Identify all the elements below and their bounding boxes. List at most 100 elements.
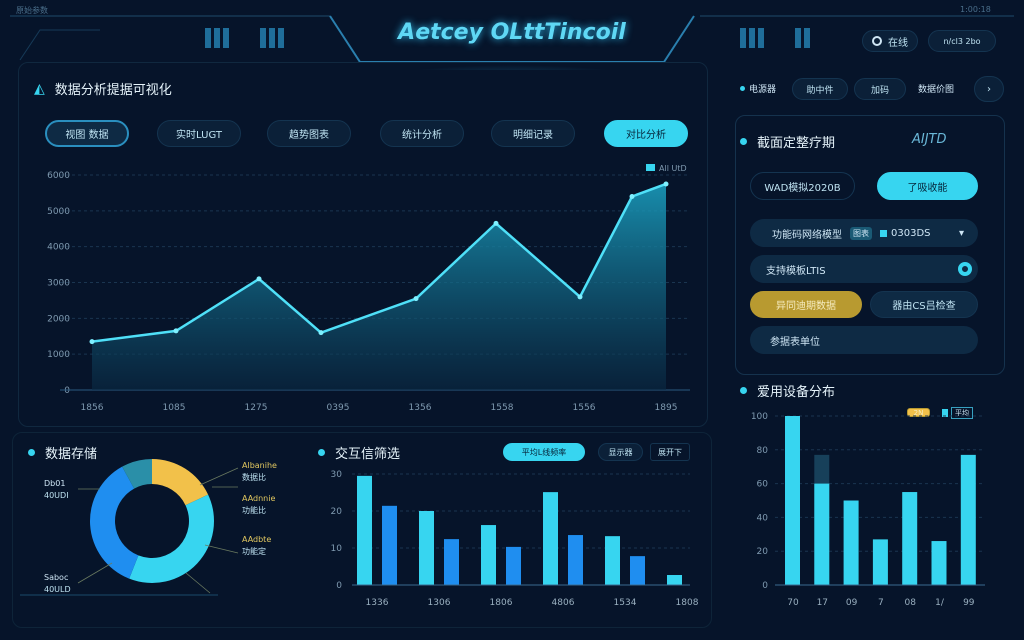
x-tick-label: 1558 xyxy=(491,403,514,413)
top-right-time: 1:00:18 xyxy=(960,5,991,14)
data-point xyxy=(318,330,324,336)
y-tick-label: 1000 xyxy=(47,350,70,360)
app-title: Aetcey OLttTincoil xyxy=(398,20,626,45)
leader-line xyxy=(199,467,239,486)
bar xyxy=(444,539,459,585)
area-fill xyxy=(92,183,666,390)
filter-button-2[interactable]: 展开下 xyxy=(650,443,690,461)
x-tick-label: 1806 xyxy=(490,598,513,608)
model-dropdown[interactable]: 功能码网络模型 图表 0303DS ▾ xyxy=(750,219,978,247)
tab-5[interactable]: 对比分析 xyxy=(604,120,688,147)
bar xyxy=(902,492,918,585)
area-chart: 0 1000 2000 3000 4000 5000 6000 1856 1085 1275 039… xyxy=(47,164,690,413)
dot-icon xyxy=(28,449,35,456)
square-icon xyxy=(942,409,948,417)
slice-label: Albanihe xyxy=(242,461,277,470)
data-point xyxy=(577,294,583,300)
square-icon xyxy=(880,229,887,237)
tab-1[interactable]: 实时LUGT xyxy=(157,120,241,147)
nav-item-3[interactable]: 数据价图 xyxy=(918,85,955,95)
bar xyxy=(506,546,521,585)
x-tick-label: 08 xyxy=(904,598,916,608)
bar-title: 交互信筛选 xyxy=(318,443,400,462)
bar xyxy=(872,539,888,585)
nav-item-1[interactable]: 助中件 xyxy=(792,78,848,100)
y-tick-label: 5000 xyxy=(47,207,70,217)
chevron-down-icon: ▾ xyxy=(958,227,964,239)
ring-icon xyxy=(872,36,882,46)
bar-chart-filter: 0 10 20 30 1336 1306 1806 4806 1534 1808 xyxy=(331,470,699,608)
bar xyxy=(843,500,859,585)
data-point xyxy=(493,220,499,226)
status-button[interactable]: 在线 xyxy=(862,30,918,52)
slice-label: Db01 xyxy=(44,479,65,488)
y-tick-label: 2000 xyxy=(47,314,70,324)
date-button[interactable]: n/cl3 2bo xyxy=(928,30,996,52)
x-tick-label: 09 xyxy=(846,598,858,608)
header: 原始参数 1:00:18 Aetcey OLttTincoil 在线 n/cl3… xyxy=(0,0,1024,70)
donut-slice xyxy=(90,466,139,579)
filter-button-0[interactable]: 平均L线频率 xyxy=(503,443,585,461)
tab-4[interactable]: 明细记录 xyxy=(491,120,575,147)
slice-sublabel: 功能定 xyxy=(242,546,266,556)
tab-2[interactable]: 趋势图表 xyxy=(267,120,351,147)
legend-avg-label: 平均 xyxy=(951,407,973,419)
bar xyxy=(419,511,434,585)
legend-avg: 平均 xyxy=(942,407,973,419)
bar xyxy=(568,535,583,585)
bar xyxy=(382,505,397,585)
status-label: 在线 xyxy=(888,37,908,49)
data-point xyxy=(173,328,179,334)
dot-icon xyxy=(318,449,325,456)
apply-button[interactable]: 了吸收能 xyxy=(877,172,978,200)
dot-icon xyxy=(740,387,747,394)
data-point xyxy=(413,296,419,302)
nav-item-2[interactable]: 加码 xyxy=(854,78,906,100)
logo-icon: ◭ xyxy=(34,80,45,97)
model-badge: 图表 xyxy=(850,226,872,240)
mode-button[interactable]: WAD模拟2020B xyxy=(750,172,855,200)
tab-0[interactable]: 视图 数据 xyxy=(45,120,129,147)
x-tick-label: 1534 xyxy=(614,598,637,608)
params-label: 参据表单位 xyxy=(770,336,820,348)
slice-sublabel: 40ULD xyxy=(44,585,71,594)
y-tick-label: 30 xyxy=(331,470,343,480)
donut-slice xyxy=(129,494,214,583)
bar xyxy=(630,556,645,585)
params-row[interactable]: 参据表单位 xyxy=(750,326,978,354)
template-toggle-row: 支持模板LTIS xyxy=(750,255,978,283)
x-tick-label: 1085 xyxy=(163,403,186,413)
toggle-switch[interactable] xyxy=(958,262,972,276)
donut-chart: Albanihe 数据比 AAdnnie 功能比 AAdbte 功能定 Db01 40UDI S… xyxy=(20,459,277,596)
bar xyxy=(357,475,372,585)
donut-slice xyxy=(122,459,152,489)
next-button[interactable]: › xyxy=(974,76,1004,102)
filter-button-1[interactable]: 显示器 xyxy=(598,443,643,461)
legend-label: All UtD xyxy=(659,164,687,173)
leader-line xyxy=(185,572,211,594)
main-title: ◭ 数据分析提据可视化 xyxy=(34,79,172,99)
device-title-text: 爱用设备分布 xyxy=(757,385,836,400)
y-tick-label: 60 xyxy=(757,480,769,490)
bottom-panel xyxy=(12,432,712,628)
x-tick-label: 1336 xyxy=(366,598,389,608)
x-tick-label: 1556 xyxy=(573,403,596,413)
y-tick-label: 10 xyxy=(331,544,343,554)
data-point xyxy=(663,181,669,187)
main-title-text: 数据分析提据可视化 xyxy=(54,83,172,98)
slice-sublabel: 功能比 xyxy=(242,505,266,515)
sync-button[interactable]: 异同迪期数据 xyxy=(750,291,862,318)
tab-3[interactable]: 统计分析 xyxy=(380,120,464,147)
control-title-text: 截面定整疗期 xyxy=(757,136,836,151)
leader-line xyxy=(204,544,239,554)
slice-sublabel: 40UDI xyxy=(44,491,69,500)
x-tick-label: 1275 xyxy=(245,403,268,413)
y-tick-label: 3000 xyxy=(47,279,70,289)
nav-item-0[interactable]: 电源器 xyxy=(740,82,776,95)
chevron-right-icon: › xyxy=(987,83,991,95)
bar xyxy=(605,536,620,585)
control-title: 截面定整疗期 xyxy=(740,132,835,151)
check-button[interactable]: 器由CS吕检查 xyxy=(870,291,978,318)
bar-title-text: 交互信筛选 xyxy=(335,447,401,462)
y-tick-label: 6000 xyxy=(47,171,70,181)
